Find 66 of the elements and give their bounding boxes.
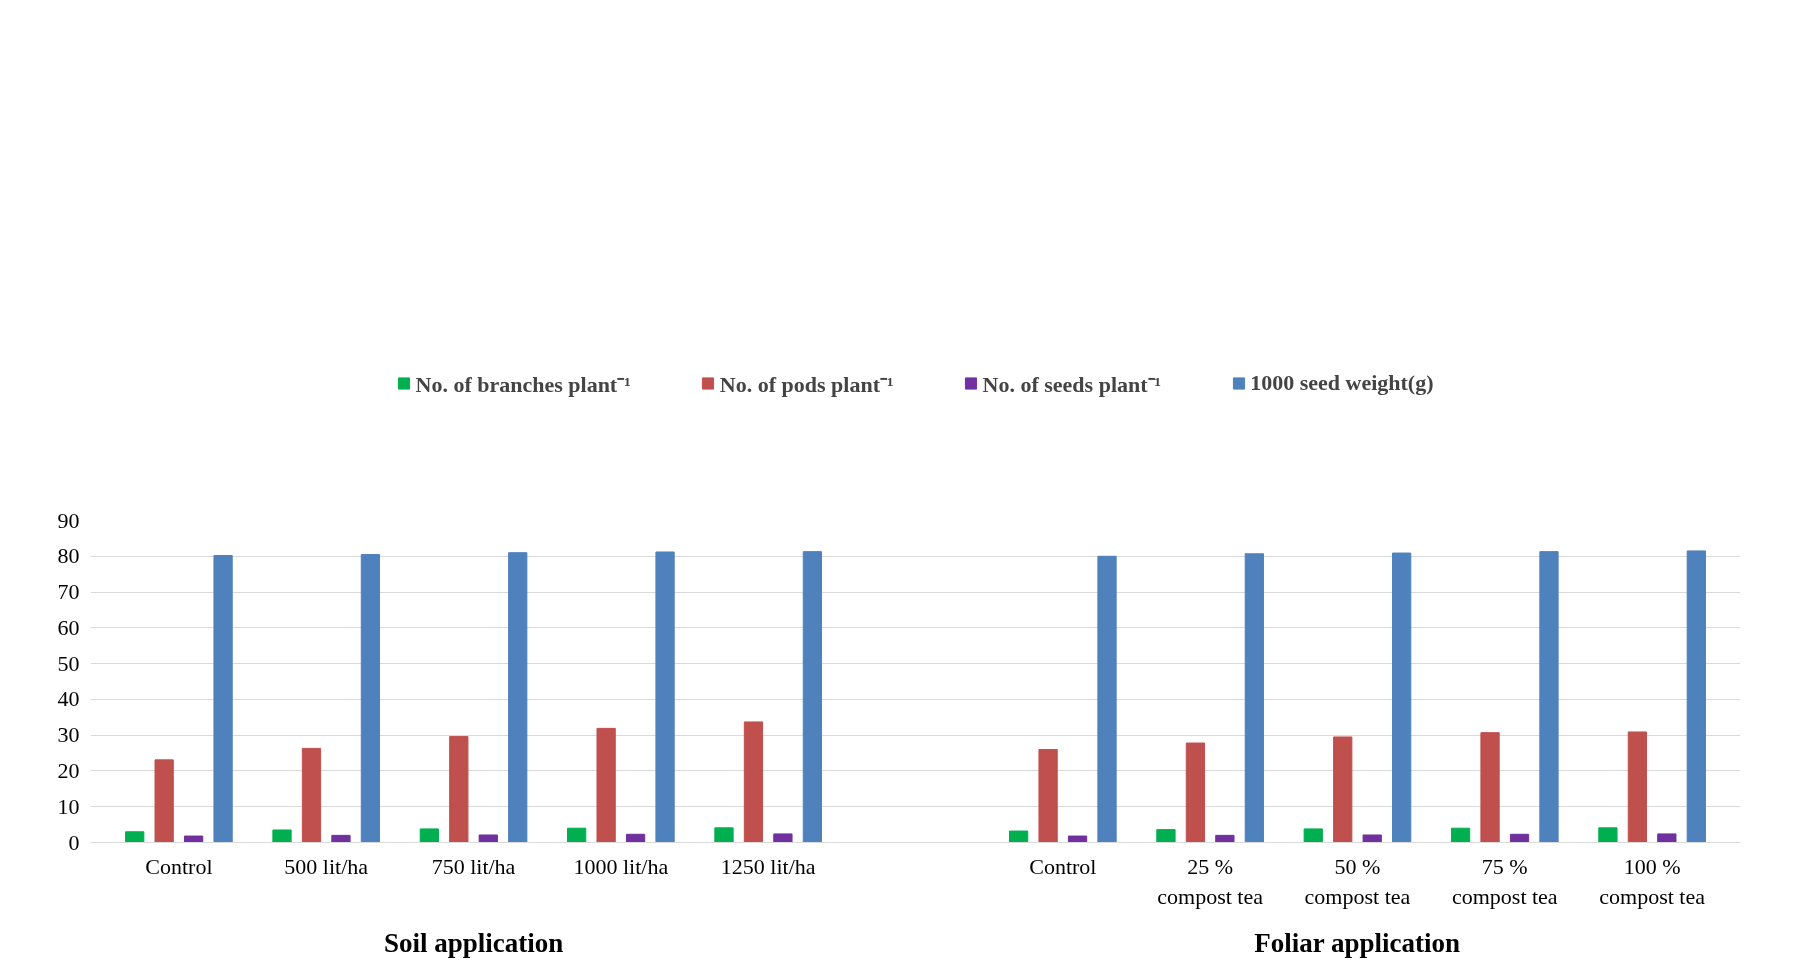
bar bbox=[596, 727, 616, 843]
bar bbox=[773, 833, 793, 843]
bar bbox=[154, 759, 174, 843]
x-tick-label: 1000 lit/ha bbox=[573, 853, 669, 879]
y-tick-label: 70 bbox=[57, 579, 80, 605]
bar bbox=[301, 747, 322, 843]
text: Foliar application bbox=[1254, 927, 1461, 958]
bar bbox=[1509, 833, 1530, 843]
x-tick-label: 750 lit/ha bbox=[431, 853, 516, 879]
bar bbox=[1185, 742, 1206, 843]
bar bbox=[625, 833, 646, 843]
x-tick-label: 1250 lit/ha bbox=[720, 853, 816, 879]
bar bbox=[743, 721, 764, 843]
bar bbox=[508, 552, 528, 843]
x-tick-label: Control bbox=[145, 853, 213, 879]
bar bbox=[567, 827, 587, 843]
bar bbox=[1038, 748, 1058, 843]
bar bbox=[449, 736, 469, 843]
text: Soil application bbox=[383, 927, 564, 958]
bar bbox=[1450, 827, 1471, 843]
bar bbox=[478, 834, 498, 843]
y-tick-label: 20 bbox=[57, 757, 80, 783]
bar bbox=[1244, 553, 1264, 843]
y-tick-label: 40 bbox=[57, 686, 80, 712]
legend-label: No. of branches plant⁻¹ bbox=[415, 370, 631, 398]
y-tick-label: 80 bbox=[57, 543, 80, 569]
bar bbox=[419, 828, 439, 843]
legend-label: No. of seeds plant⁻¹ bbox=[982, 370, 1162, 398]
y-tick-label: 60 bbox=[57, 614, 80, 640]
y-tick-label: 90 bbox=[57, 507, 80, 533]
bar bbox=[183, 835, 204, 843]
y-tick-label: 30 bbox=[57, 722, 80, 748]
legend-label: No. of pods plant⁻¹ bbox=[719, 370, 894, 398]
bar bbox=[1392, 552, 1412, 843]
bar bbox=[1657, 833, 1677, 843]
x-tick-label: 100 % compost tea bbox=[1599, 853, 1706, 909]
bar bbox=[213, 555, 233, 843]
bar bbox=[1067, 835, 1088, 843]
bar bbox=[1686, 550, 1706, 843]
bar bbox=[125, 831, 145, 843]
bar bbox=[714, 827, 734, 843]
bar bbox=[1156, 829, 1176, 843]
bar bbox=[1598, 827, 1618, 843]
bar bbox=[655, 551, 675, 843]
bar bbox=[1215, 834, 1235, 843]
y-tick-label: 0 bbox=[68, 829, 80, 855]
bar bbox=[331, 834, 351, 843]
bar bbox=[1539, 551, 1559, 843]
bar bbox=[1097, 555, 1117, 843]
bar bbox=[1480, 732, 1500, 843]
bar bbox=[360, 553, 381, 843]
x-tick-label: 50 % compost tea bbox=[1304, 853, 1411, 909]
bar bbox=[1008, 830, 1029, 843]
bar bbox=[272, 829, 292, 843]
x-tick-label: 500 lit/ha bbox=[284, 853, 369, 879]
bar bbox=[1333, 736, 1353, 843]
y-tick-label: 50 bbox=[57, 650, 80, 676]
bar bbox=[802, 551, 823, 843]
bar bbox=[1303, 828, 1323, 843]
bar bbox=[1627, 731, 1648, 843]
x-tick-label: 25 % compost tea bbox=[1157, 853, 1264, 909]
bar bbox=[1362, 834, 1382, 843]
x-tick-label: 75 % compost tea bbox=[1451, 853, 1558, 909]
legend-label: 1000 seed weight(g) bbox=[1250, 369, 1434, 396]
x-tick-label: Control bbox=[1029, 853, 1097, 879]
y-tick-label: 10 bbox=[57, 793, 80, 819]
